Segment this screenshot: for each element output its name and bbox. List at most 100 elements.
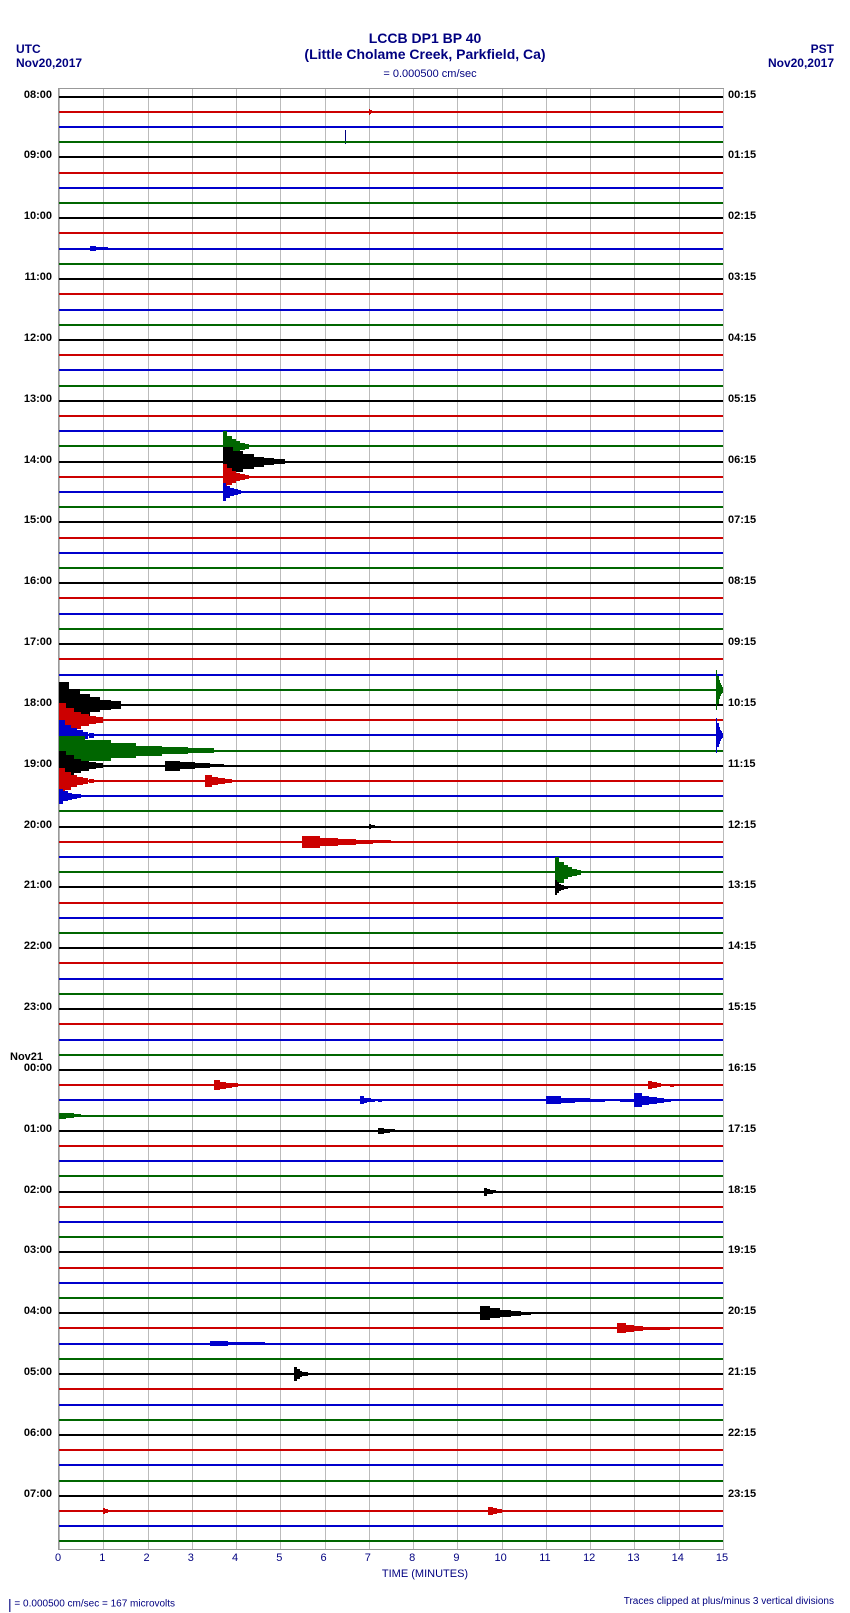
seismic-trace: [59, 1008, 723, 1010]
seismic-trace: [59, 1540, 723, 1542]
right-hour-label: 16:15: [728, 1062, 756, 1074]
scale-text: = 0.000500 cm/sec: [383, 68, 476, 80]
seismic-trace: [59, 780, 723, 782]
seismic-event: [205, 775, 212, 787]
seismic-event: [81, 795, 85, 797]
seismic-event: [96, 763, 103, 768]
seismic-trace: [59, 430, 723, 432]
right-hour-label: 19:15: [728, 1244, 756, 1256]
seismic-event: [380, 826, 382, 828]
footer-right: Traces clipped at plus/minus 3 vertical …: [624, 1596, 834, 1607]
seismic-event: [265, 1343, 283, 1345]
seismic-event: [722, 733, 723, 739]
seismic-event: [546, 1096, 561, 1104]
seismic-trace: [59, 826, 723, 828]
seismic-trace: [59, 643, 723, 645]
seismic-trace: [59, 1510, 723, 1512]
seismic-trace: [59, 491, 723, 493]
seismic-trace: [59, 1525, 723, 1527]
x-tick-label: 11: [535, 1552, 555, 1564]
seismic-event: [511, 1311, 521, 1316]
right-hour-label: 23:15: [728, 1488, 756, 1500]
seismic-trace: [59, 445, 723, 447]
seismic-event: [590, 1099, 605, 1102]
seismic-event: [245, 444, 249, 449]
seismic-trace: [59, 156, 723, 158]
seismic-event: [241, 491, 245, 494]
seismic-trace: [59, 1373, 723, 1375]
seismic-trace: [59, 1358, 723, 1360]
seismic-event: [626, 1325, 635, 1332]
right-hour-label: 18:15: [728, 1184, 756, 1196]
left-hour-label: 05:00: [0, 1366, 52, 1378]
seismic-trace: [59, 1251, 723, 1253]
seismic-event: [212, 777, 219, 785]
seismic-event: [561, 1098, 576, 1104]
seismic-event: [274, 459, 284, 464]
seismogram-container: LCCB DP1 BP 40 (Little Cholame Creek, Pa…: [0, 0, 850, 1613]
seismic-trace: [59, 886, 723, 888]
seismic-event: [225, 779, 232, 783]
seismic-event: [500, 1310, 510, 1317]
right-hour-label: 07:15: [728, 514, 756, 526]
seismic-event: [81, 1115, 88, 1117]
right-hour-label: 13:15: [728, 879, 756, 891]
left-hour-label: 02:00: [0, 1184, 52, 1196]
seismic-trace: [59, 415, 723, 417]
seismic-trace: [59, 582, 723, 584]
seismic-trace: [59, 947, 723, 949]
seismic-event: [119, 248, 125, 250]
seismic-trace: [59, 248, 723, 250]
seismic-trace: [59, 1282, 723, 1284]
x-tick-label: 13: [623, 1552, 643, 1564]
left-hour-label: 01:00: [0, 1123, 52, 1135]
seismic-trace: [59, 856, 723, 858]
x-tick-label: 5: [269, 1552, 289, 1564]
seismic-trace: [59, 978, 723, 980]
date-right: Nov20,2017: [768, 56, 834, 70]
seismic-trace: [59, 993, 723, 995]
left-hour-label: 03:00: [0, 1244, 52, 1256]
seismic-trace: [59, 1069, 723, 1071]
chart-title: LCCB DP1 BP 40: [0, 30, 850, 46]
seismic-trace: [59, 1495, 723, 1497]
seismic-trace: [59, 719, 723, 721]
grid-line: [723, 89, 724, 1549]
x-tick-label: 14: [668, 1552, 688, 1564]
seismic-event: [480, 1306, 490, 1320]
seismic-trace: [59, 506, 723, 508]
left-hour-label: 08:00: [0, 89, 52, 101]
seismic-event: [228, 1342, 246, 1345]
right-hour-label: 08:15: [728, 575, 756, 587]
left-hour-label: 09:00: [0, 149, 52, 161]
seismic-trace: [59, 795, 723, 797]
seismic-trace: [59, 1160, 723, 1162]
seismic-trace: [59, 476, 723, 478]
seismic-event: [233, 451, 243, 472]
seismic-trace: [59, 1054, 723, 1056]
seismic-event: [90, 697, 100, 712]
left-hour-label: 18:00: [0, 697, 52, 709]
seismic-trace: [59, 628, 723, 630]
left-hour-label: 14:00: [0, 454, 52, 466]
seismic-event: [661, 1328, 670, 1330]
seismic-event: [664, 1099, 671, 1102]
seismic-event: [499, 1191, 502, 1193]
left-hour-label: 23:00: [0, 1001, 52, 1013]
seismic-trace: [59, 187, 723, 189]
seismic-event: [89, 762, 96, 769]
seismic-trace: [59, 111, 723, 113]
seismic-event: [308, 1373, 311, 1375]
seismic-event: [577, 870, 581, 875]
right-hour-label: 09:15: [728, 636, 756, 648]
seismic-event: [224, 765, 239, 767]
seismic-trace: [59, 689, 723, 691]
seismic-trace: [59, 871, 723, 873]
scale-label: = 0.000500 cm/sec: [0, 68, 850, 80]
seismic-event: [165, 761, 180, 771]
footer-left: | = 0.000500 cm/sec = 167 microvolts: [8, 1596, 175, 1612]
right-hour-label: 22:15: [728, 1427, 756, 1439]
scale-bar-icon: |: [8, 1596, 12, 1612]
seismic-trace: [59, 734, 723, 736]
seismic-event: [89, 1115, 96, 1117]
